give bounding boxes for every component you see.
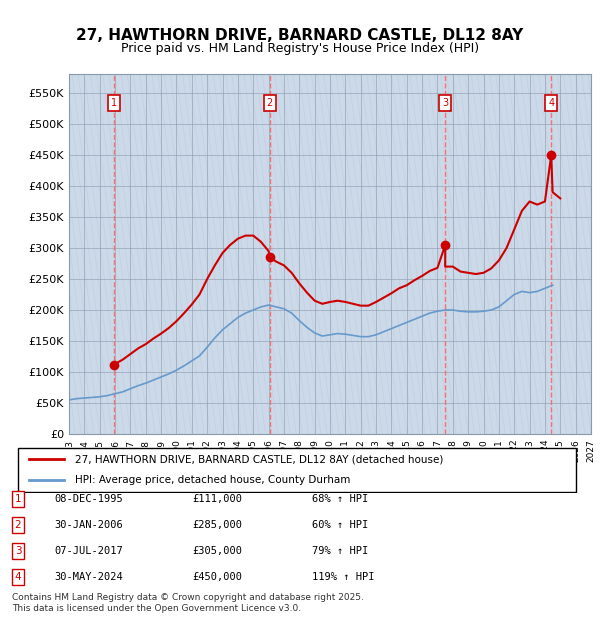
Text: 07-JUL-2017: 07-JUL-2017 (54, 546, 123, 556)
Text: Contains HM Land Registry data © Crown copyright and database right 2025.
This d: Contains HM Land Registry data © Crown c… (12, 593, 364, 613)
Text: 27, HAWTHORN DRIVE, BARNARD CASTLE, DL12 8AY: 27, HAWTHORN DRIVE, BARNARD CASTLE, DL12… (76, 28, 524, 43)
Text: £285,000: £285,000 (192, 520, 242, 530)
Text: 3: 3 (14, 546, 22, 556)
Text: £305,000: £305,000 (192, 546, 242, 556)
Text: 3: 3 (442, 98, 448, 108)
Text: 4: 4 (548, 98, 554, 108)
FancyBboxPatch shape (18, 448, 577, 492)
Text: 30-MAY-2024: 30-MAY-2024 (54, 572, 123, 582)
Text: 79% ↑ HPI: 79% ↑ HPI (312, 546, 368, 556)
Text: Price paid vs. HM Land Registry's House Price Index (HPI): Price paid vs. HM Land Registry's House … (121, 42, 479, 55)
Text: 119% ↑ HPI: 119% ↑ HPI (312, 572, 374, 582)
Text: 27, HAWTHORN DRIVE, BARNARD CASTLE, DL12 8AY (detached house): 27, HAWTHORN DRIVE, BARNARD CASTLE, DL12… (76, 454, 444, 464)
Text: 30-JAN-2006: 30-JAN-2006 (54, 520, 123, 530)
Text: 68% ↑ HPI: 68% ↑ HPI (312, 494, 368, 504)
Text: 08-DEC-1995: 08-DEC-1995 (54, 494, 123, 504)
Text: 1: 1 (14, 494, 22, 504)
Text: 60% ↑ HPI: 60% ↑ HPI (312, 520, 368, 530)
Text: 2: 2 (14, 520, 22, 530)
Text: £111,000: £111,000 (192, 494, 242, 504)
Text: 4: 4 (14, 572, 22, 582)
Text: 2: 2 (266, 98, 273, 108)
Text: 1: 1 (111, 98, 117, 108)
Text: £450,000: £450,000 (192, 572, 242, 582)
Text: HPI: Average price, detached house, County Durham: HPI: Average price, detached house, Coun… (76, 475, 351, 485)
